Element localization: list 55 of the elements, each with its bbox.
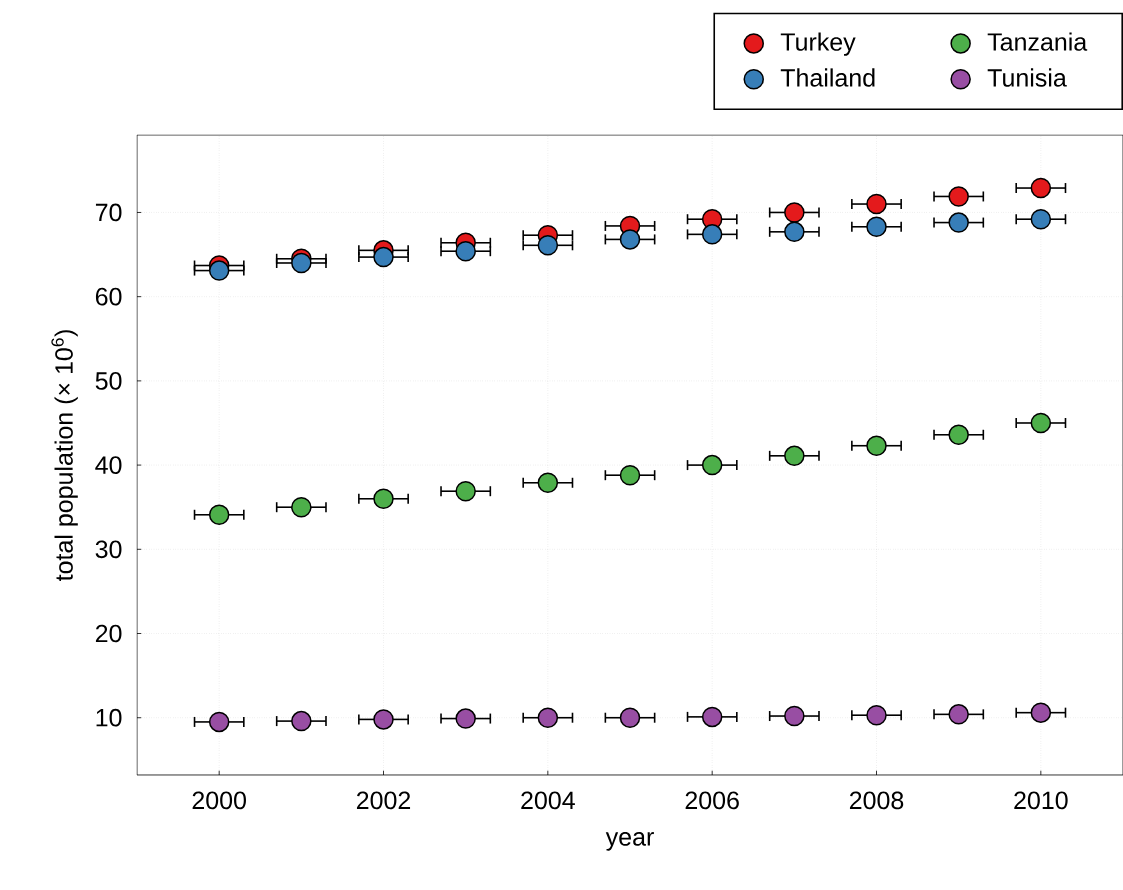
y-tick-label: 10 (96, 708, 122, 727)
point (291, 710, 312, 732)
point (373, 246, 394, 268)
point (866, 704, 887, 726)
point (208, 711, 230, 733)
point (866, 216, 887, 238)
point (373, 488, 394, 510)
y-tick-label: 30 (95, 540, 122, 559)
x-tick-label: 2004 (521, 791, 575, 810)
point (948, 186, 969, 207)
point (455, 480, 476, 502)
point (1030, 177, 1052, 199)
point (948, 212, 969, 233)
point (948, 704, 969, 725)
point (455, 240, 476, 262)
point (1030, 702, 1052, 723)
x-tick-label: 2000 (192, 791, 246, 810)
point (537, 707, 559, 728)
y-tick-label: 40 (95, 456, 122, 474)
x-tick-label: 2002 (356, 791, 411, 810)
point (866, 435, 887, 456)
x-axis-title: year (605, 832, 654, 851)
point (784, 221, 805, 243)
point (537, 235, 559, 256)
point (784, 445, 805, 467)
point (701, 706, 723, 728)
point (701, 454, 723, 476)
y-tick-label: 50 (95, 372, 122, 390)
legend-label: Thailand (780, 68, 875, 87)
point (784, 202, 805, 223)
point (701, 224, 723, 245)
point (1030, 208, 1052, 230)
point (866, 193, 887, 215)
y-tick-label: 60 (95, 287, 122, 306)
point (455, 708, 476, 729)
point (537, 472, 559, 494)
point (1030, 412, 1052, 434)
point (619, 229, 641, 250)
x-tick-label: 2006 (685, 791, 739, 810)
point (619, 464, 641, 486)
point (373, 709, 394, 730)
y-tick-label: 70 (95, 203, 122, 222)
point (208, 504, 230, 526)
x-tick-label: 2008 (849, 791, 904, 810)
point (948, 424, 969, 446)
x-tick-label: 2010 (1014, 791, 1068, 810)
legend-label: Tanzania (987, 32, 1088, 51)
y-axis-title: total population (× 10$^{6}$) (51, 330, 78, 581)
point (291, 496, 312, 518)
point (619, 707, 641, 728)
point (208, 260, 230, 281)
legend-label: Turkey (780, 32, 856, 56)
point (784, 705, 805, 727)
y-tick-label: 20 (95, 624, 122, 643)
legend-label: Tunisia (987, 68, 1067, 87)
